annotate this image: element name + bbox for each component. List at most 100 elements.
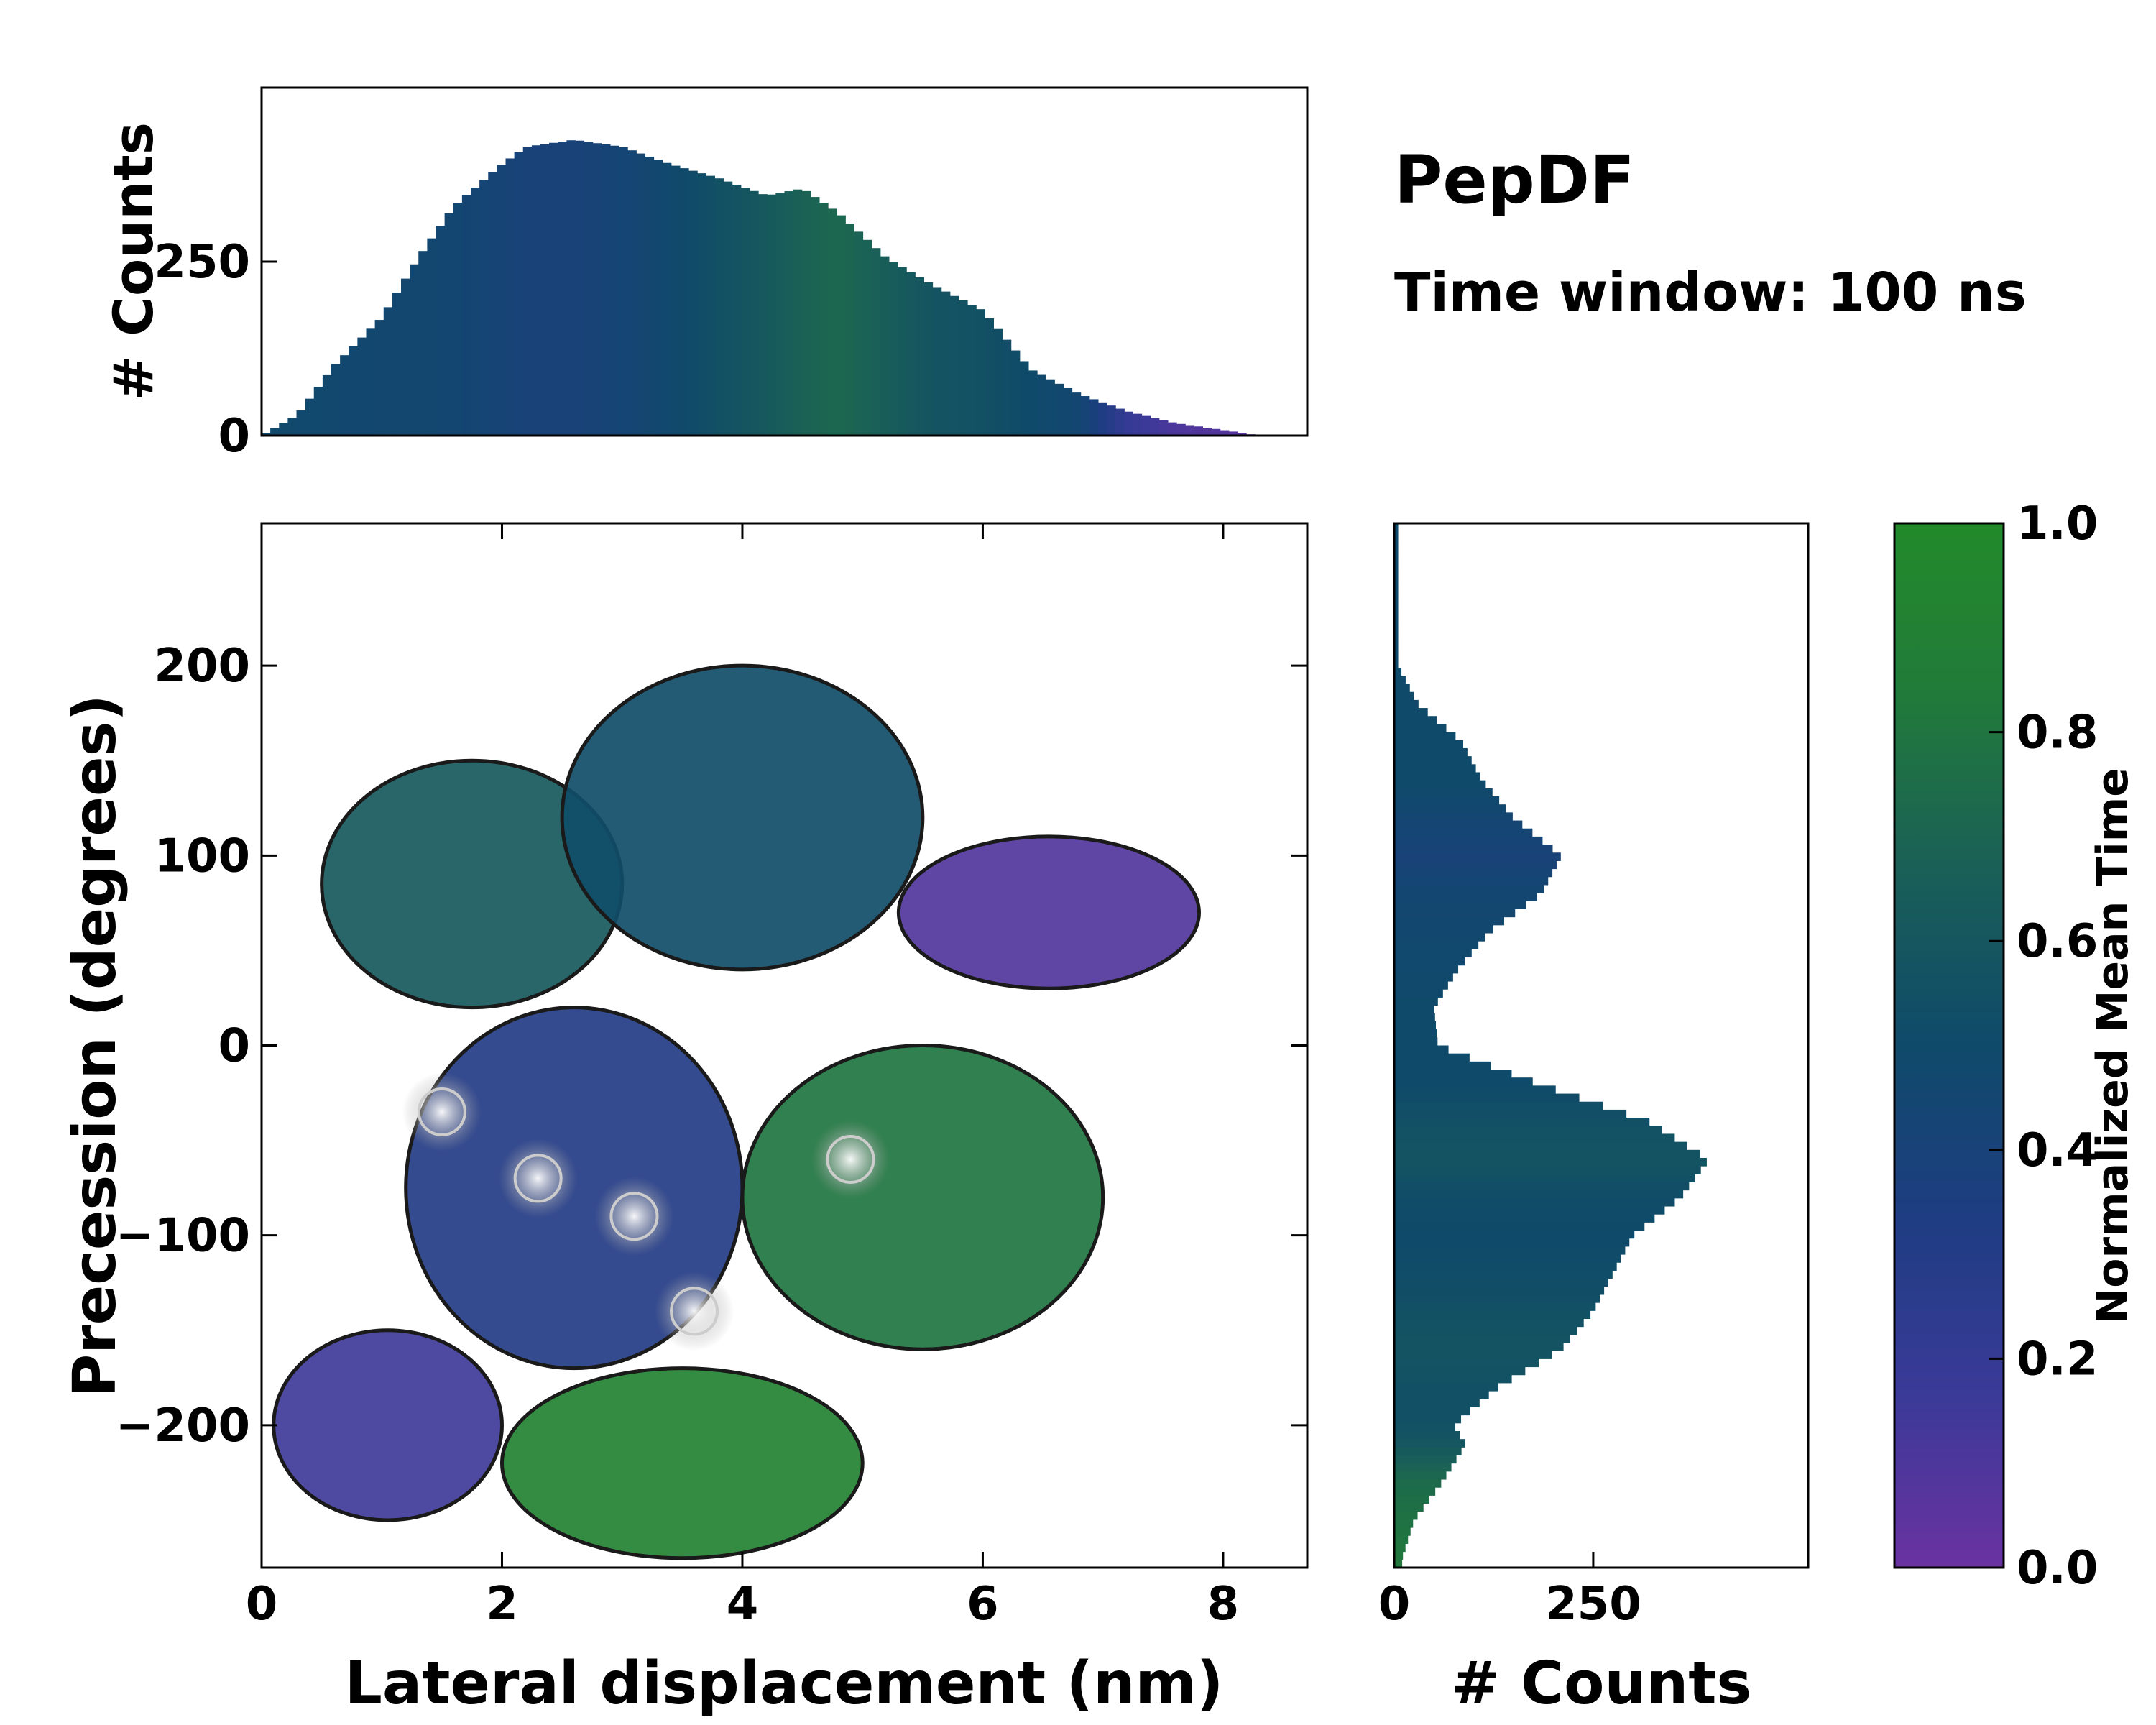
y-marginal-bar	[1394, 611, 1399, 620]
x-marginal-bar	[1202, 428, 1212, 436]
y-marginal-bar	[1394, 1463, 1452, 1472]
x-marginal-bar	[1168, 422, 1177, 436]
x-marginal-bar	[262, 433, 271, 436]
x-marginal-bar	[871, 248, 881, 436]
y-marginal-bar	[1394, 1077, 1533, 1086]
joint-heatmap: 0 2 4 6 8 −200 −100 0 100 200 Lateral displacemen…	[61, 522, 1309, 1718]
y-marginal-bar	[1394, 868, 1553, 878]
x-marginal-bar	[801, 190, 811, 436]
y-marginal-bar	[1394, 949, 1472, 958]
y-marginal-bar	[1394, 691, 1414, 701]
x-marginal-bar	[775, 193, 785, 436]
y-marginal-bar	[1394, 876, 1549, 886]
x-marginal-bar	[1194, 426, 1203, 436]
x-marginal-bar	[305, 398, 315, 436]
x-marginal-bar	[488, 172, 497, 436]
heatmap-region	[499, 1366, 865, 1560]
x-marginal-bar	[845, 223, 854, 436]
y-marginal-bar	[1394, 1343, 1564, 1351]
y-marginal-bar	[1394, 933, 1485, 942]
x-marginal-bar	[854, 231, 864, 436]
y-marginal-bar	[1394, 1222, 1645, 1231]
x-marginal-bar	[1238, 433, 1247, 436]
y-marginal-bar	[1394, 1286, 1605, 1295]
y-marginal-bar	[1394, 1374, 1512, 1384]
x-marginal-bar	[549, 142, 558, 436]
x-marginal-bar	[514, 152, 524, 436]
x-marginal-bar	[985, 318, 994, 436]
x-marginal-bar	[862, 239, 872, 436]
x-marginal-bar	[575, 140, 585, 436]
x-marginal-bar	[1133, 413, 1143, 436]
x-marginal-bar	[270, 428, 280, 436]
y-marginal-bar	[1394, 1238, 1630, 1247]
x-marginal-bar	[1072, 392, 1082, 436]
y-marginal-bar	[1394, 1270, 1613, 1279]
y-marginal-bar	[1394, 571, 1399, 580]
x-marginal-bar	[750, 190, 759, 436]
x-marginal-bar	[296, 410, 306, 436]
x-marginal-bar	[461, 195, 471, 436]
y-marginal-bar	[1394, 1246, 1626, 1255]
y-marginal-bar	[1394, 1166, 1701, 1174]
heatmap-region	[740, 1044, 1105, 1351]
y-marginal-bar	[1394, 772, 1480, 781]
y-marginal-bar	[1394, 1535, 1409, 1544]
y-marginal-bar	[1394, 941, 1479, 949]
density-hotspot	[655, 1271, 734, 1351]
y-marginal-bar	[1394, 1551, 1404, 1560]
x-marginal-bar	[976, 309, 985, 436]
y-marginal-bar	[1394, 1053, 1470, 1062]
x-marginal-bar	[636, 153, 645, 436]
y-marginal-bar	[1394, 908, 1516, 918]
y-marginal-bar	[1394, 547, 1399, 556]
y-marginal-bar	[1394, 812, 1513, 822]
x-marginal-bar	[949, 295, 959, 436]
x-marginal-histogram: 0 250 # Counts	[101, 86, 1309, 463]
x-marginal-bar	[279, 423, 288, 436]
y-tick-label: −100	[116, 1210, 250, 1263]
y-marginal-bar	[1394, 1430, 1460, 1440]
y-marginal-bar	[1394, 1061, 1491, 1070]
density-hotspot	[402, 1072, 482, 1151]
x-marginal-bar	[732, 184, 742, 436]
y-marginal-bar	[1394, 620, 1399, 628]
x-marginal-bar	[1063, 387, 1073, 436]
x-marginal-bar	[671, 165, 681, 436]
colorbar-frame	[1893, 522, 2005, 1569]
y-marginal-bar	[1394, 989, 1443, 998]
y-marginal-bar	[1394, 1206, 1665, 1215]
y-marginal-bar	[1394, 579, 1399, 588]
y-marginal-bar	[1394, 1366, 1526, 1376]
x-marginal-bar	[1124, 411, 1133, 436]
colorbar: 0.0 0.2 0.4 0.6 0.8 1.0 Normalized Mean Time	[1893, 497, 2138, 1595]
y-marginal-bar	[1394, 1174, 1695, 1183]
colorbar-tick-label: 0.4	[2017, 1124, 2098, 1177]
x-marginal-bar	[1150, 418, 1160, 436]
y-marginal-bar	[1394, 1109, 1627, 1118]
y-marginal-bar	[1394, 924, 1493, 934]
y-marginal-bar	[1394, 1479, 1442, 1488]
x-marginal-bar	[723, 181, 733, 436]
y-tick-label: 0	[218, 1020, 250, 1073]
x-marginal-bar	[592, 143, 602, 436]
x-tick-label: 0	[246, 1578, 278, 1631]
y-marginal-bar	[1394, 1133, 1675, 1143]
x-tick-label: 6	[967, 1578, 999, 1631]
x-marginal-bar	[767, 194, 776, 436]
y-marginal-xtick-label: 0	[1378, 1578, 1411, 1631]
x-marginal-bar	[697, 173, 706, 436]
y-marginal-bar	[1394, 1414, 1462, 1424]
x-marginal-bar	[967, 305, 977, 436]
y-marginal-bar	[1394, 1310, 1591, 1320]
y-marginal-bar	[1394, 1503, 1424, 1512]
x-marginal-bar	[1098, 402, 1107, 436]
y-marginal-bar	[1394, 788, 1493, 797]
y-marginal-bar	[1394, 1254, 1621, 1263]
x-marginal-bar	[374, 320, 384, 436]
x-marginal-bar	[287, 418, 297, 436]
x-marginal-bar	[932, 287, 942, 436]
heatmap-region	[560, 663, 925, 972]
density-hotspot	[811, 1120, 890, 1200]
